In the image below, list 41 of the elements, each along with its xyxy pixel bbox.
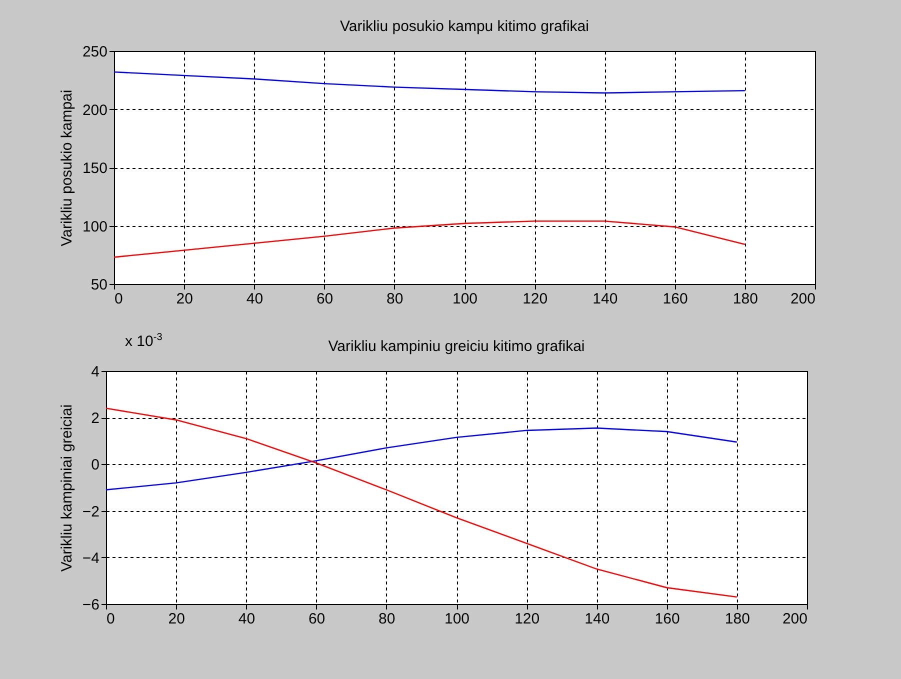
y-tick-label: 2 [91,410,100,428]
x-tick-label: 180 [732,290,758,308]
x-tick-label: 60 [316,290,334,308]
x-tick-label: 60 [308,610,326,628]
line-series [105,408,738,598]
line-series [113,220,746,258]
x-tick-label: 20 [176,290,193,308]
x-tick-label: 120 [522,290,548,308]
y-tick-label: −4 [82,550,100,567]
x-tick-label: 0 [114,290,123,308]
x-tick-label: 180 [724,610,750,628]
y-tick-label: 4 [91,364,100,380]
x-tick-label: 140 [584,610,610,628]
y-tick-label: 200 [82,102,108,119]
x-tick-label: 160 [654,610,680,628]
x-tick-label: 160 [662,290,688,308]
x-tick-label: 80 [378,610,396,628]
x-tick-label: 100 [452,290,478,308]
x-tick-label: 140 [592,290,618,308]
y-tick-label: 0 [91,456,100,474]
x-tick-label: 20 [168,610,185,628]
y-tick-label: 100 [82,218,108,236]
x-tick-label: 120 [514,610,540,628]
x-tick-label: 200 [782,610,808,628]
x-tick-label: 40 [238,610,256,628]
text: x 10$^{-3}$ [125,332,162,350]
y-axis-title: Varikliu posukio kampai [58,90,76,246]
y-tick-label: 250 [82,44,108,60]
line-series [105,427,738,490]
chart-title: Varikliu kampiniu greiciu kitimo grafikai [328,338,585,355]
chart-title: Varikliu posukio kampu kitimo grafikai [340,18,589,35]
y-tick-label: −6 [82,596,100,614]
x-tick-label: 80 [386,290,404,308]
y-tick-label: 50 [90,276,108,294]
y-tick-label: −2 [82,503,100,520]
y-tick-label: 150 [82,160,108,177]
y-axis-title: Varikliu kampiniai greiciai [58,404,76,572]
x-tick-label: 200 [790,290,816,308]
x-tick-label: 100 [444,610,470,628]
x-tick-label: 40 [246,290,264,308]
line-series [113,71,746,94]
